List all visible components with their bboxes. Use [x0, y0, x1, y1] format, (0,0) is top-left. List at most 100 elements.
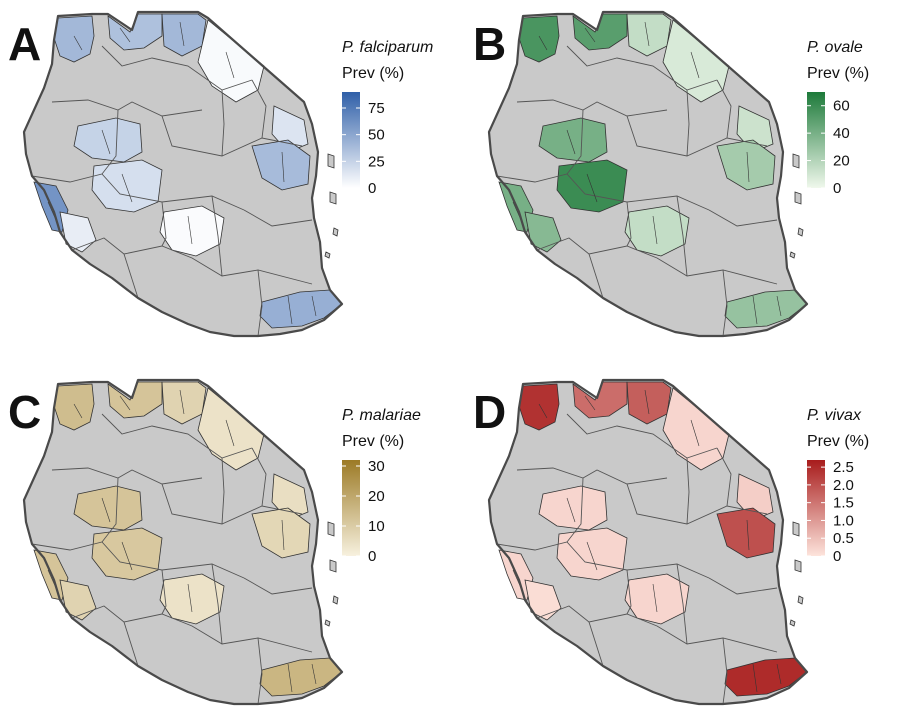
- island: [792, 153, 800, 169]
- region-south-central[interactable]: [624, 205, 690, 257]
- region-border: [536, 605, 778, 653]
- region-border: [51, 467, 203, 485]
- panel-letter: B: [473, 18, 506, 70]
- region-border: [71, 237, 313, 285]
- legend-tick-label: 2.0: [833, 477, 854, 494]
- district-border: [652, 215, 658, 245]
- country-outline: [487, 10, 809, 338]
- island: [789, 619, 796, 627]
- district-border: [187, 583, 193, 613]
- district-border: [652, 583, 658, 613]
- region-northwest-lake[interactable]: [518, 15, 560, 63]
- district-border: [746, 519, 750, 551]
- legend-tick-label: 25: [368, 153, 385, 170]
- region-border: [71, 605, 313, 653]
- region-border: [722, 269, 728, 337]
- region-border: [588, 621, 604, 667]
- region-border: [243, 577, 313, 595]
- region-northwest-lake[interactable]: [518, 383, 560, 431]
- region-border: [722, 637, 728, 705]
- region-border: [257, 637, 263, 705]
- region-southeast-coast[interactable]: [259, 289, 343, 329]
- district-border: [538, 35, 548, 51]
- region-border: [161, 569, 167, 615]
- island: [329, 559, 337, 573]
- region-south-central[interactable]: [159, 573, 225, 625]
- region-east-coast[interactable]: [251, 139, 311, 191]
- region-south-central[interactable]: [159, 205, 225, 257]
- legend-tick-label: 0.5: [833, 530, 854, 547]
- island: [797, 227, 804, 237]
- region-southeast-coast[interactable]: [724, 289, 808, 329]
- map-c: [22, 378, 344, 706]
- region-border: [516, 467, 668, 485]
- island: [794, 559, 802, 573]
- district-border: [566, 129, 576, 155]
- island: [789, 251, 796, 259]
- legend-tick-label: 0: [368, 180, 376, 197]
- map-d: [487, 378, 809, 706]
- district-border: [119, 395, 131, 411]
- district-border: [225, 51, 235, 79]
- district-border: [776, 663, 782, 685]
- legend-subtitle: Prev (%): [807, 65, 869, 82]
- region-border: [101, 477, 119, 543]
- district-border: [287, 295, 293, 325]
- legend-subtitle: Prev (%): [342, 65, 404, 82]
- district-border: [311, 663, 317, 685]
- region-southeast-coast[interactable]: [724, 657, 808, 697]
- region-border: [101, 109, 119, 175]
- district-border: [287, 663, 293, 693]
- region-east-coast[interactable]: [716, 507, 776, 559]
- district-border: [566, 497, 576, 523]
- region-border: [221, 457, 225, 525]
- region-border: [161, 201, 167, 247]
- district-border: [690, 419, 700, 447]
- region-border: [626, 201, 632, 247]
- panel-c: C P. malariae Prev (%) 30 20 10 0: [8, 378, 421, 706]
- island: [327, 153, 335, 169]
- island: [792, 521, 800, 537]
- district-border: [121, 173, 133, 203]
- island: [329, 191, 337, 205]
- region-east-coast[interactable]: [716, 139, 776, 191]
- region-southeast-coast[interactable]: [259, 657, 343, 697]
- region-west-central[interactable]: [538, 485, 608, 531]
- district-border: [179, 21, 185, 47]
- district-border: [644, 21, 650, 47]
- district-border: [746, 151, 750, 183]
- panel-letter: D: [473, 386, 506, 438]
- island: [327, 521, 335, 537]
- island: [324, 251, 331, 259]
- region-west-central[interactable]: [73, 485, 143, 531]
- district-border: [179, 389, 185, 415]
- country-outline: [487, 378, 809, 706]
- district-border: [281, 151, 285, 183]
- region-northwest-lake[interactable]: [53, 383, 95, 431]
- region-west-central[interactable]: [538, 117, 608, 163]
- legend-color-bar: [807, 92, 825, 188]
- legend-tick-label: 30: [368, 458, 385, 475]
- region-border: [221, 89, 225, 157]
- map-b: [487, 10, 809, 338]
- region-south-central[interactable]: [624, 573, 690, 625]
- region-border: [251, 79, 267, 139]
- region-east-coast[interactable]: [251, 507, 311, 559]
- district-border: [752, 663, 758, 693]
- panel-a: A P. falciparum Prev (%) 75 50 25 0: [8, 10, 433, 338]
- legend-tick-label: 0: [368, 548, 376, 565]
- district-border: [281, 519, 285, 551]
- region-border: [676, 195, 688, 277]
- region-border: [101, 413, 253, 459]
- region-border: [716, 79, 732, 139]
- region-northwest-lake[interactable]: [53, 15, 95, 63]
- district-border: [101, 497, 111, 523]
- country-land: [24, 12, 342, 336]
- region-border: [566, 109, 584, 175]
- district-border: [584, 395, 596, 411]
- district-border: [121, 541, 133, 571]
- region-west-central[interactable]: [73, 117, 143, 163]
- legend-tick-label: 20: [833, 153, 850, 170]
- district-border: [586, 541, 598, 571]
